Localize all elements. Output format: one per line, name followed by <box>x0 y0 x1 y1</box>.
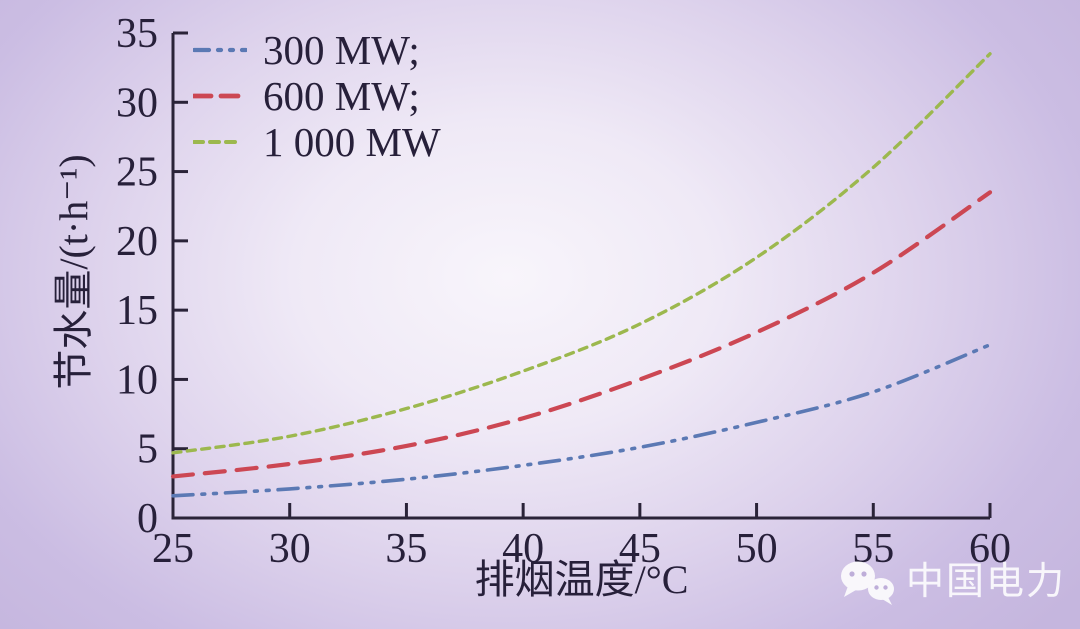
series-line-600MW <box>170 190 993 479</box>
x-tick-label: 25 <box>152 526 194 572</box>
y-tick-label: 30 <box>116 80 158 126</box>
x-axis-title: 排烟温度/°C <box>474 557 689 602</box>
y-tick-label: 20 <box>116 219 158 265</box>
legend-item-1000mw: 1 000 MW <box>193 120 441 164</box>
y-tick-label: 5 <box>137 427 158 473</box>
y-tick-label: 35 <box>116 11 158 57</box>
legend-label-1000mw: 1 000 MW <box>263 118 441 165</box>
wechat-icon <box>840 561 894 605</box>
watermark: 中国电力 <box>836 557 1066 607</box>
y-axis-title: 节水量/(t·h⁻¹) <box>51 154 96 390</box>
legend-item-300mw: 300 MW; <box>193 28 441 72</box>
series-line-1000MW <box>171 52 992 455</box>
legend-label-600mw: 600 MW; <box>263 72 420 119</box>
y-tick-label: 0 <box>137 496 158 542</box>
legend-marker-300mw-icon <box>193 47 247 53</box>
legend-marker-1000mw-icon <box>193 140 243 144</box>
legend-marker-600mw-icon <box>193 93 247 99</box>
x-tick-label: 50 <box>736 526 778 572</box>
x-tick-label: 30 <box>269 526 311 572</box>
y-tick-label: 25 <box>116 150 158 196</box>
y-tick-label: 10 <box>116 357 158 403</box>
x-tick-label: 60 <box>969 526 1011 572</box>
series-line-300MW <box>171 342 992 498</box>
x-tick-label: 45 <box>619 526 661 572</box>
legend: 300 MW; 600 MW; 1 000 MW <box>193 28 441 164</box>
y-tick-label: 15 <box>116 288 158 334</box>
x-tick-label: 40 <box>502 526 544 572</box>
legend-label-300mw: 300 MW; <box>263 26 420 73</box>
x-tick-label: 35 <box>385 526 427 572</box>
watermark-brand-text: 中国电力 <box>905 561 1066 603</box>
legend-item-600mw: 600 MW; <box>193 74 441 118</box>
